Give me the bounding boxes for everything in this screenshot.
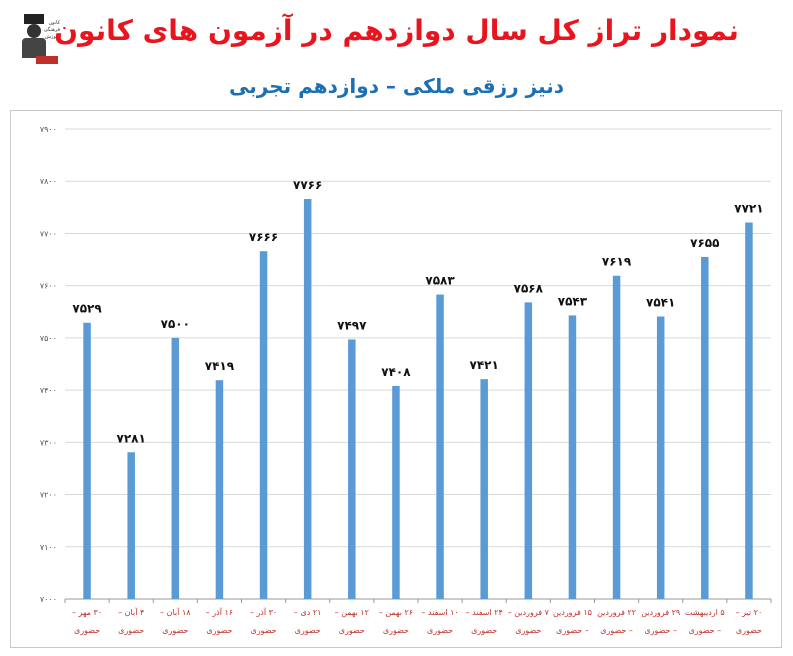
bar — [215, 380, 224, 599]
bar — [612, 275, 621, 599]
y-tick-label: ۷۹۰۰ — [40, 125, 57, 134]
bar — [745, 222, 753, 599]
y-tick-label: ۷۳۰۰ — [40, 438, 57, 447]
x-tick-label-line2: – حضوری — [688, 626, 721, 635]
x-tick-label-line2: حضوری — [427, 626, 453, 635]
x-tick-label: ۲۰ تیر – — [736, 608, 763, 617]
bar — [348, 339, 356, 599]
data-label: ۷۵۴۳ — [558, 294, 588, 308]
bar — [303, 198, 312, 599]
x-tick-label: ۱۲ بهمن – — [335, 608, 369, 617]
logo-line-1: کانون — [48, 20, 60, 26]
y-tick-label: ۷۷۰۰ — [40, 229, 57, 238]
chart-subtitle: دنیز رزقی ملکی – دوازدهم تجربی — [229, 74, 564, 98]
x-tick-label-line2: حضوری — [339, 626, 365, 635]
data-label: ۷۵۶۸ — [514, 281, 544, 295]
y-tick-label: ۷۱۰۰ — [40, 543, 57, 552]
x-tick-label-line2: حضوری — [471, 626, 497, 635]
bar — [171, 337, 180, 599]
bar — [392, 385, 400, 599]
bar — [436, 294, 444, 599]
bar — [259, 251, 268, 599]
y-tick-label: ۷۵۰۰ — [40, 334, 57, 343]
data-label: ۷۵۸۳ — [425, 274, 455, 288]
x-tick-label-line2: – حضوری — [556, 626, 589, 635]
bar — [524, 302, 533, 599]
x-tick-label-line2: – حضوری — [644, 626, 677, 635]
x-tick-label-line2: حضوری — [74, 626, 100, 635]
y-tick-label: ۷۶۰۰ — [40, 282, 57, 291]
x-tick-label-line2: حضوری — [295, 626, 321, 635]
y-tick-label: ۷۲۰۰ — [40, 491, 57, 500]
x-tick-label-line2: حضوری — [515, 626, 541, 635]
data-label: ۷۴۱۹ — [205, 359, 235, 373]
logo-line-2: فرهنگی — [43, 27, 60, 33]
x-tick-label: ۳۰ مهر – — [72, 608, 102, 617]
data-label: ۷۵۲۹ — [72, 302, 102, 316]
x-tick-label-line2: حضوری — [250, 626, 276, 635]
bar — [656, 316, 665, 599]
x-tick-label: ۲۴ اسفند – — [466, 608, 503, 617]
graduation-cap-icon — [24, 14, 44, 24]
data-label: ۷۷۶۶ — [293, 178, 322, 192]
data-label: ۷۵۴۱ — [646, 295, 675, 309]
bar — [568, 315, 577, 599]
data-label: ۷۲۸۱ — [117, 431, 146, 445]
y-tick-label: ۷۸۰۰ — [40, 177, 57, 186]
y-tick-label: ۷۰۰۰ — [40, 595, 57, 604]
logo-head-shape — [27, 24, 41, 38]
x-tick-label: ۱۵ فروردین — [553, 608, 592, 617]
x-tick-label: ۵ اردیبهشت — [685, 608, 725, 617]
x-tick-label: ۲۲ فروردین — [597, 608, 636, 617]
x-tick-label: ۲۶ بهمن – — [379, 608, 413, 617]
x-tick-label-line2: حضوری — [736, 626, 762, 635]
x-tick-label-line2: حضوری — [162, 626, 188, 635]
x-tick-label: ۱۶ آذر – — [206, 607, 233, 617]
bar — [480, 379, 488, 599]
x-tick-label: ۳۰ آذر – — [250, 607, 277, 617]
x-tick-label-line2: حضوری — [383, 626, 409, 635]
data-label: ۷۴۹۷ — [337, 318, 367, 332]
chart-frame: ۷۰۰۰ ۷۱۰۰ ۷۲۰۰ ۷۳۰۰ ۷۴۰۰ ۷۵۰۰ ۷۶۰۰ ۷۷۰۰ ۷۸۰۰ ۷۹۰۰… — [10, 110, 782, 648]
x-tick-label-line2: حضوری — [206, 626, 232, 635]
x-tick-label-line2: – حضوری — [600, 626, 633, 635]
bar — [127, 452, 135, 599]
y-tick-label: ۷۴۰۰ — [40, 386, 57, 395]
x-tick-label: ۴ آبان – — [118, 607, 144, 617]
logo-body-shape — [22, 38, 46, 58]
x-tick-label: ۱۸ آبان – — [160, 607, 191, 617]
data-label: ۷۶۵۵ — [690, 236, 719, 250]
x-tick-label: ۲۹ فروردین — [641, 608, 680, 617]
data-label: ۷۴۲۱ — [470, 358, 499, 372]
data-label: ۷۶۶۶ — [249, 230, 278, 244]
bar — [83, 322, 91, 599]
x-tick-label-line2: حضوری — [118, 626, 144, 635]
kanoon-logo: کانون فرهنگی آموزش — [18, 14, 60, 66]
logo-red-tag — [36, 56, 58, 64]
x-tick-label: ۷ فروردین – — [508, 608, 550, 617]
data-label: ۷۵۰۰ — [161, 317, 190, 331]
bar-chart: ۷۰۰۰ ۷۱۰۰ ۷۲۰۰ ۷۳۰۰ ۷۴۰۰ ۷۵۰۰ ۷۶۰۰ ۷۷۰۰ ۷۸۰۰ ۷۹۰۰… — [40, 125, 772, 635]
chart-title: نمودار تراز کل سال دوازدهم در آزمون های … — [54, 14, 739, 47]
logo-text: کانون فرهنگی آموزش — [42, 20, 60, 41]
data-label: ۷۷۲۱ — [734, 201, 763, 215]
logo-line-3: آموزش — [44, 34, 60, 40]
data-label: ۷۴۰۸ — [381, 365, 411, 379]
bar — [701, 256, 709, 599]
x-tick-label: ۲۱ دی – — [294, 608, 322, 617]
data-label: ۷۶۱۹ — [602, 255, 632, 269]
x-tick-label: ۱۰ اسفند – — [421, 608, 458, 617]
